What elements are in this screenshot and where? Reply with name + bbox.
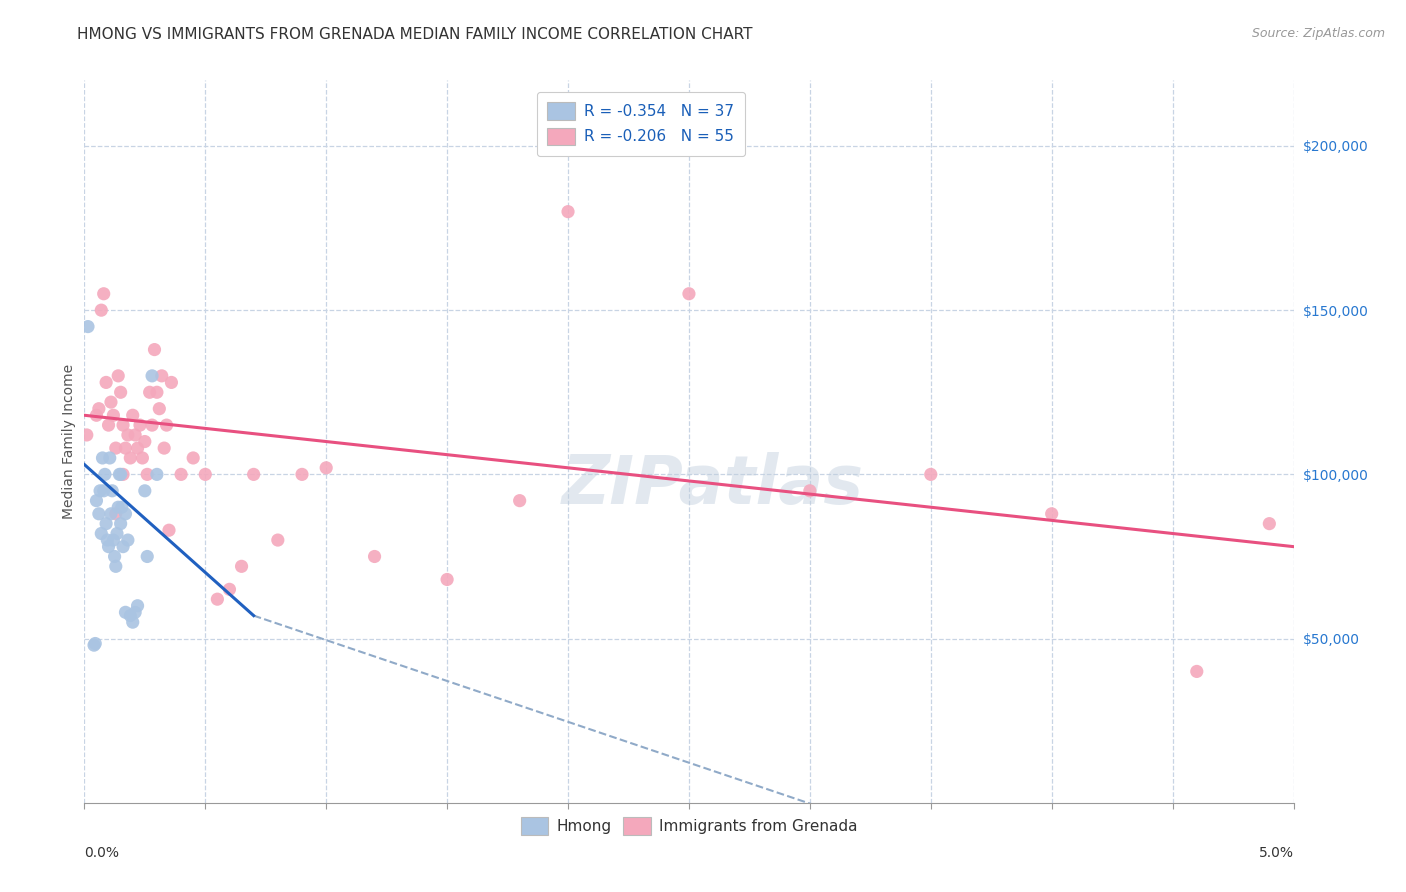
Point bbox=[104, 507, 127, 521]
Point bbox=[181, 450, 204, 465]
Point bbox=[267, 533, 290, 547]
Point bbox=[143, 343, 166, 357]
Point bbox=[509, 493, 531, 508]
Point bbox=[153, 441, 176, 455]
Y-axis label: Median Family Income: Median Family Income bbox=[62, 364, 76, 519]
Point bbox=[94, 467, 117, 482]
Point bbox=[112, 540, 135, 554]
Point bbox=[91, 450, 114, 465]
Point bbox=[110, 385, 132, 400]
Point bbox=[557, 204, 579, 219]
Point bbox=[678, 286, 700, 301]
Point bbox=[83, 638, 105, 652]
Point bbox=[110, 467, 132, 482]
Point bbox=[127, 599, 149, 613]
Point bbox=[315, 460, 337, 475]
Point bbox=[218, 582, 240, 597]
Point bbox=[114, 441, 136, 455]
Point bbox=[87, 507, 110, 521]
Point bbox=[93, 286, 115, 301]
Point bbox=[105, 526, 128, 541]
Point bbox=[136, 549, 159, 564]
Point bbox=[148, 401, 170, 416]
Point bbox=[84, 636, 107, 650]
Text: ZIPatlas: ZIPatlas bbox=[562, 452, 865, 518]
Point bbox=[146, 385, 169, 400]
Point bbox=[86, 493, 108, 508]
Point bbox=[799, 483, 821, 498]
Point bbox=[1185, 665, 1208, 679]
Point bbox=[150, 368, 173, 383]
Point bbox=[107, 500, 129, 515]
Point bbox=[111, 500, 134, 515]
Point bbox=[93, 483, 115, 498]
Point bbox=[207, 592, 229, 607]
Point bbox=[100, 395, 122, 409]
Point bbox=[107, 368, 129, 383]
Point bbox=[129, 418, 152, 433]
Point bbox=[117, 533, 139, 547]
Point bbox=[94, 376, 117, 390]
Point bbox=[160, 376, 183, 390]
Point bbox=[170, 467, 193, 482]
Point bbox=[90, 526, 112, 541]
Point bbox=[134, 434, 156, 449]
Text: HMONG VS IMMIGRANTS FROM GRENADA MEDIAN FAMILY INCOME CORRELATION CHART: HMONG VS IMMIGRANTS FROM GRENADA MEDIAN … bbox=[77, 27, 752, 42]
Point bbox=[94, 516, 117, 531]
Point bbox=[131, 450, 153, 465]
Point bbox=[146, 467, 169, 482]
Point bbox=[114, 507, 136, 521]
Point bbox=[157, 523, 180, 537]
Point bbox=[291, 467, 314, 482]
Point bbox=[101, 483, 124, 498]
Point bbox=[114, 605, 136, 619]
Text: 5.0%: 5.0% bbox=[1258, 847, 1294, 860]
Point bbox=[1258, 516, 1281, 531]
Point bbox=[194, 467, 217, 482]
Point bbox=[110, 516, 132, 531]
Point bbox=[103, 409, 125, 423]
Point bbox=[87, 401, 110, 416]
Point bbox=[108, 467, 131, 482]
Point bbox=[112, 467, 135, 482]
Point bbox=[242, 467, 264, 482]
Point bbox=[98, 450, 121, 465]
Text: Source: ZipAtlas.com: Source: ZipAtlas.com bbox=[1251, 27, 1385, 40]
Point bbox=[97, 540, 120, 554]
Point bbox=[141, 418, 163, 433]
Point bbox=[436, 573, 458, 587]
Point bbox=[124, 605, 146, 619]
Point bbox=[134, 483, 156, 498]
Point bbox=[117, 428, 139, 442]
Point bbox=[112, 418, 135, 433]
Point bbox=[120, 450, 142, 465]
Point bbox=[97, 418, 120, 433]
Point bbox=[104, 549, 127, 564]
Point bbox=[363, 549, 385, 564]
Point bbox=[104, 559, 127, 574]
Point bbox=[127, 441, 149, 455]
Legend: Hmong, Immigrants from Grenada: Hmong, Immigrants from Grenada bbox=[510, 806, 868, 846]
Point bbox=[124, 428, 146, 442]
Point bbox=[76, 428, 98, 442]
Point bbox=[103, 533, 125, 547]
Point bbox=[920, 467, 942, 482]
Point bbox=[231, 559, 253, 574]
Point bbox=[1040, 507, 1063, 521]
Point bbox=[138, 385, 160, 400]
Point bbox=[141, 368, 163, 383]
Point bbox=[89, 483, 111, 498]
Point bbox=[96, 533, 118, 547]
Point bbox=[155, 418, 177, 433]
Point bbox=[136, 467, 159, 482]
Point bbox=[120, 608, 142, 623]
Point bbox=[90, 303, 112, 318]
Point bbox=[100, 507, 122, 521]
Point bbox=[121, 409, 143, 423]
Point bbox=[121, 615, 143, 630]
Point bbox=[86, 409, 108, 423]
Text: 0.0%: 0.0% bbox=[84, 847, 120, 860]
Point bbox=[77, 319, 100, 334]
Point bbox=[104, 441, 127, 455]
